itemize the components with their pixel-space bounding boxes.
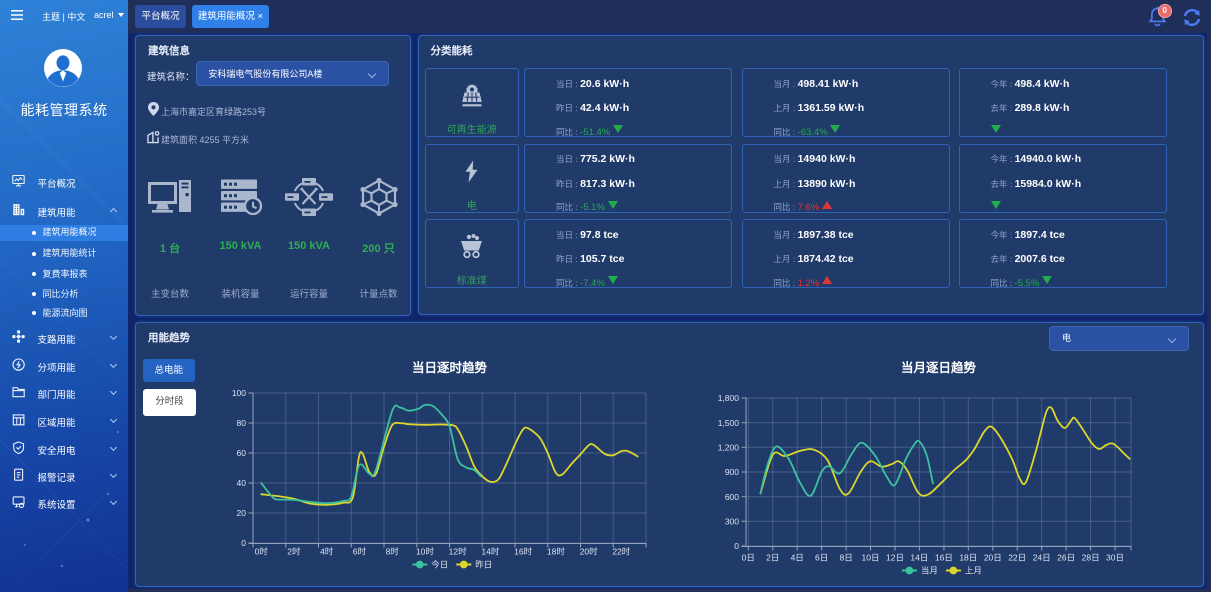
svg-text:18时: 18时 bbox=[547, 547, 565, 557]
svg-text:100: 100 bbox=[232, 388, 246, 398]
svg-text:4日: 4日 bbox=[791, 553, 804, 563]
svg-text:8时: 8时 bbox=[386, 547, 400, 557]
svg-text:26日: 26日 bbox=[1057, 553, 1075, 563]
svg-text:2日: 2日 bbox=[766, 553, 779, 563]
svg-text:300: 300 bbox=[725, 517, 739, 527]
svg-text:22日: 22日 bbox=[1008, 553, 1026, 563]
svg-text:0时: 0时 bbox=[255, 547, 269, 557]
svg-text:4时: 4时 bbox=[320, 547, 334, 557]
svg-text:22时: 22时 bbox=[612, 547, 630, 557]
svg-text:20时: 20时 bbox=[580, 547, 598, 557]
svg-text:10日: 10日 bbox=[862, 553, 880, 563]
svg-text:6日: 6日 bbox=[815, 553, 828, 563]
svg-text:当月: 当月 bbox=[921, 566, 938, 576]
svg-text:0: 0 bbox=[241, 538, 246, 548]
svg-text:昨日: 昨日 bbox=[475, 560, 492, 570]
svg-text:1,800: 1,800 bbox=[718, 393, 740, 403]
svg-text:30日: 30日 bbox=[1106, 553, 1124, 563]
svg-text:18日: 18日 bbox=[959, 553, 977, 563]
svg-text:60: 60 bbox=[237, 448, 247, 458]
svg-text:28日: 28日 bbox=[1082, 553, 1100, 563]
svg-text:1,500: 1,500 bbox=[718, 418, 740, 428]
svg-text:24日: 24日 bbox=[1033, 553, 1051, 563]
svg-text:10时: 10时 bbox=[416, 547, 434, 557]
svg-text:1,200: 1,200 bbox=[718, 443, 740, 453]
svg-text:600: 600 bbox=[725, 492, 739, 502]
svg-text:20: 20 bbox=[237, 508, 247, 518]
svg-text:16日: 16日 bbox=[935, 553, 953, 563]
svg-text:12时: 12时 bbox=[449, 547, 467, 557]
svg-text:900: 900 bbox=[725, 467, 739, 477]
svg-text:40: 40 bbox=[237, 478, 247, 488]
svg-text:14时: 14时 bbox=[481, 547, 499, 557]
svg-text:0: 0 bbox=[734, 541, 739, 551]
svg-text:2时: 2时 bbox=[287, 547, 301, 557]
svg-text:0日: 0日 bbox=[742, 553, 755, 563]
svg-text:上月: 上月 bbox=[965, 566, 982, 576]
svg-text:今日: 今日 bbox=[431, 560, 448, 570]
svg-text:16时: 16时 bbox=[514, 547, 532, 557]
svg-text:8日: 8日 bbox=[839, 553, 852, 563]
svg-text:20日: 20日 bbox=[984, 553, 1002, 563]
svg-text:6时: 6时 bbox=[353, 547, 367, 557]
svg-text:12日: 12日 bbox=[886, 553, 904, 563]
svg-text:14日: 14日 bbox=[910, 553, 928, 563]
svg-text:80: 80 bbox=[237, 418, 247, 428]
